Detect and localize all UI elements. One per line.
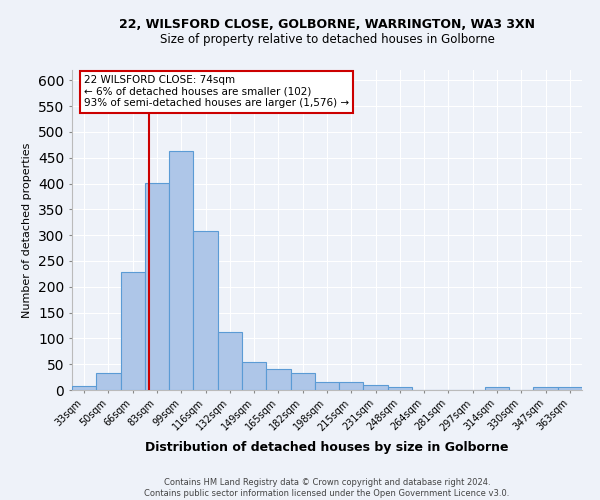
Bar (290, 374, 315, 390)
Y-axis label: Number of detached properties: Number of detached properties (22, 142, 32, 318)
Bar (242, 362, 266, 390)
Text: Contains HM Land Registry data © Crown copyright and database right 2024.
Contai: Contains HM Land Registry data © Crown c… (145, 478, 509, 498)
Bar (533, 388, 558, 390)
Bar (339, 382, 364, 390)
Bar (193, 231, 218, 390)
Bar (96, 374, 121, 390)
Bar (121, 272, 145, 390)
Text: 22 WILSFORD CLOSE: 74sqm
← 6% of detached houses are smaller (102)
93% of semi-d: 22 WILSFORD CLOSE: 74sqm ← 6% of detache… (84, 75, 349, 108)
Bar (169, 151, 193, 390)
Bar (485, 388, 509, 390)
Bar (315, 382, 339, 390)
Text: 22, WILSFORD CLOSE, GOLBORNE, WARRINGTON, WA3 3XN: 22, WILSFORD CLOSE, GOLBORNE, WARRINGTON… (119, 18, 535, 30)
Bar (72, 386, 96, 390)
Bar (364, 385, 388, 390)
Text: Size of property relative to detached houses in Golborne: Size of property relative to detached ho… (160, 32, 494, 46)
X-axis label: Distribution of detached houses by size in Golborne: Distribution of detached houses by size … (145, 441, 509, 454)
Bar (145, 182, 169, 390)
Bar (266, 370, 290, 390)
Bar (558, 388, 582, 390)
Bar (218, 332, 242, 390)
Bar (388, 388, 412, 390)
